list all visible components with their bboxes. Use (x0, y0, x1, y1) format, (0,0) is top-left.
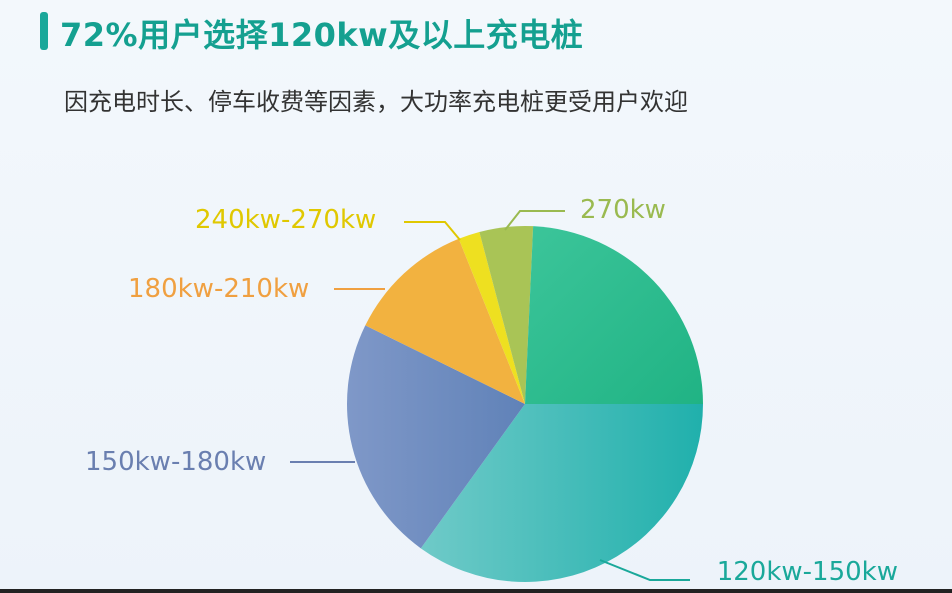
page-title: 72%用户选择120kw及以上充电桩 (60, 16, 584, 54)
slice-label: 150kw-180kw (85, 447, 266, 477)
title-accent-bar (40, 12, 48, 50)
pie-slice-120kw-150kw (420, 404, 703, 583)
bottom-edge (0, 589, 952, 593)
slice-label: 240kw-270kw (195, 205, 376, 235)
slice-label: 270kw (580, 195, 666, 225)
pie-slice-unlabeled (525, 226, 703, 404)
leader-line (599, 559, 690, 581)
pie-leader-lines (290, 210, 690, 581)
pie-slice-180kw-210kw (365, 238, 525, 404)
pie-slice-270kw (479, 226, 534, 404)
pie-slices (347, 226, 703, 583)
leader-line (504, 210, 565, 231)
pie-slice-150kw-180kw (347, 325, 525, 549)
page-subtitle: 因充电时长、停车收费等因素，大功率充电桩更受用户欢迎 (64, 88, 688, 116)
leader-line (404, 221, 461, 241)
slice-label: 180kw-210kw (128, 274, 309, 304)
pie-labels: 120kw-150kw 150kw-180kw 180kw-210kw 240kw-2… (85, 195, 898, 587)
pie-slice-240kw-270kw (458, 231, 525, 404)
slice-label: 120kw-150kw (717, 557, 898, 587)
